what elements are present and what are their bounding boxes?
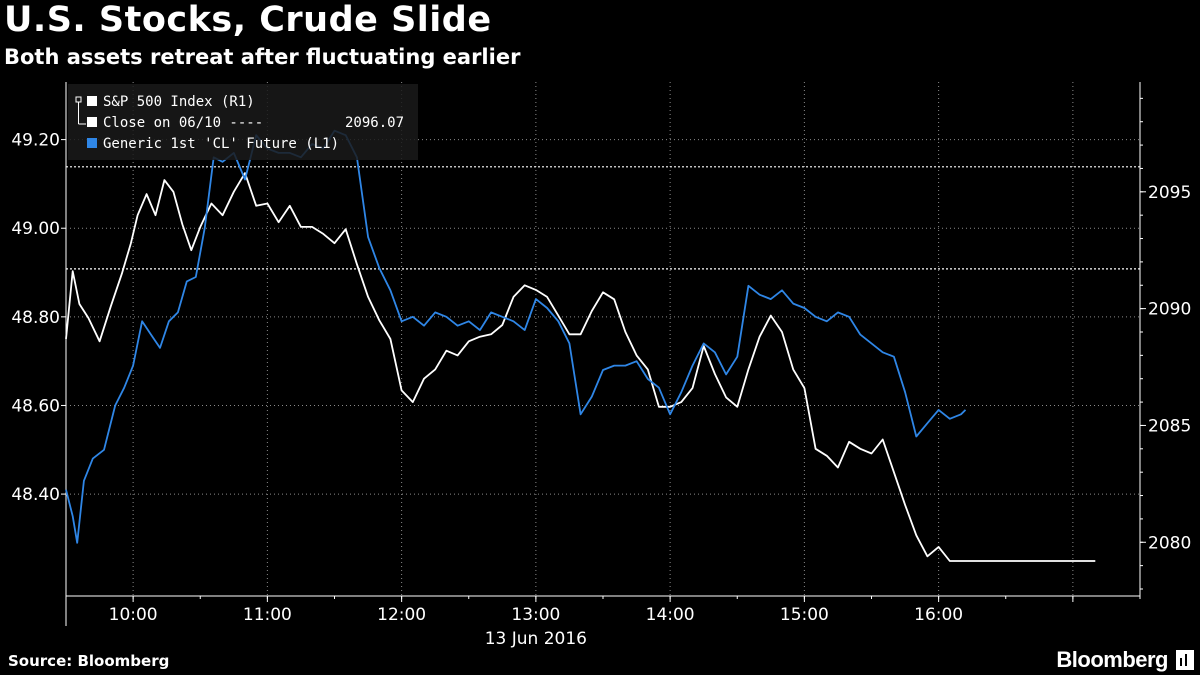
legend-label-0: S&P 500 Index (R1)	[103, 94, 255, 110]
legend-swatch-1	[87, 117, 97, 127]
chart-subtitle: Both assets retreat after fluctuating ea…	[4, 45, 521, 69]
right-tick-label: 2090	[1148, 300, 1191, 320]
legend-box	[68, 84, 418, 160]
right-tick-label: 2095	[1148, 183, 1191, 203]
bloomberg-mark-icon	[1176, 650, 1194, 670]
chart-title: U.S. Stocks, Crude Slide	[4, 0, 492, 40]
legend-label-1: Close on 06/10 ----	[103, 115, 263, 131]
crude-series-line	[65, 129, 967, 544]
x-axis-label: 13 Jun 2016	[485, 629, 587, 649]
x-tick-label: 12:00	[377, 605, 426, 625]
x-tick-label: 14:00	[646, 605, 695, 625]
x-tick-label: 15:00	[780, 605, 829, 625]
legend-swatch-2	[87, 138, 97, 148]
x-tick-label: 16:00	[914, 605, 963, 625]
legend-swatch-0	[87, 96, 97, 106]
right-tick-label: 2080	[1148, 533, 1191, 553]
left-tick-label: 48.40	[11, 485, 60, 505]
left-tick-label: 49.00	[11, 219, 60, 239]
x-tick-label: 11:00	[243, 605, 292, 625]
sp500-series-line	[65, 172, 1096, 562]
x-tick-label: 10:00	[109, 605, 158, 625]
right-tick-label: 2085	[1148, 416, 1191, 436]
brand-logo: Bloomberg	[1056, 647, 1168, 672]
left-tick-label: 49.20	[11, 131, 60, 151]
x-tick-label: 13:00	[511, 605, 560, 625]
left-tick-label: 48.80	[11, 308, 60, 328]
left-tick-label: 48.60	[11, 396, 60, 416]
legend-label-2: Generic 1st 'CL' Future (L1)	[103, 136, 339, 152]
legend-value-1: 2096.07	[345, 115, 404, 131]
source-note: Source: Bloomberg	[8, 652, 170, 670]
